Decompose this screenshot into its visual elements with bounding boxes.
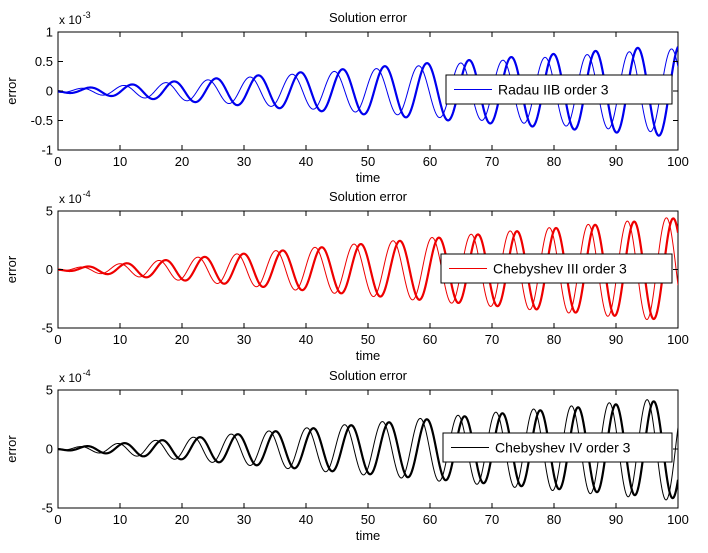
chart-title: Solution error: [329, 10, 408, 25]
series-group: [58, 399, 678, 501]
x-tick-label: 90: [609, 332, 623, 347]
x-tick-label: 80: [547, 154, 561, 169]
legend-label: Radau IIB order 3: [498, 82, 609, 98]
x-tick-label: 80: [547, 512, 561, 527]
x-tick-label: 90: [609, 154, 623, 169]
legend: Chebyshev III order 3: [440, 253, 673, 284]
x-tick-label: 70: [485, 154, 499, 169]
y-tick-label: -5: [41, 501, 53, 516]
legend: Chebyshev IV order 3: [442, 432, 673, 463]
x-tick-label: 60: [423, 154, 437, 169]
x-tick-label: 50: [361, 512, 375, 527]
y-axis-label: error: [4, 77, 19, 105]
legend-label: Chebyshev III order 3: [493, 261, 627, 277]
axis-exponent-base: x 10: [59, 192, 82, 206]
y-tick-label: -1: [41, 143, 53, 158]
x-axis-label: time: [356, 528, 381, 543]
y-tick-label: 0.5: [35, 54, 53, 69]
x-tick-label: 70: [485, 512, 499, 527]
x-tick-label: 100: [667, 332, 689, 347]
x-tick-label: 40: [299, 154, 313, 169]
x-axis-label: time: [356, 348, 381, 363]
x-tick-label: 30: [237, 332, 251, 347]
x-tick-label: 10: [113, 512, 127, 527]
y-tick-label: 1: [46, 25, 53, 40]
y-tick-label: 0: [46, 84, 53, 99]
axis-exponent: x 10-4: [59, 368, 91, 385]
y-axis-label: error: [4, 255, 19, 283]
x-tick-label: 50: [361, 332, 375, 347]
axis-exponent: x 10-3: [59, 10, 91, 27]
chart-panel-1: 0 10 20 30 40 50 60 70 80 90 100 -1 -0.5 0 0.5 1 Solutio…: [4, 10, 689, 185]
x-tick-label: 100: [667, 154, 689, 169]
axis-exponent: x 10-4: [59, 189, 91, 206]
x-tick-label: 40: [299, 332, 313, 347]
y-tick-label: -5: [41, 321, 53, 336]
axis-exponent-power: -4: [83, 368, 91, 378]
axis-exponent-base: x 10: [59, 371, 82, 385]
y-tick-label: 0: [46, 262, 53, 277]
legend-label: Chebyshev IV order 3: [495, 440, 631, 456]
x-tick-label: 70: [485, 332, 499, 347]
y-tick-label: 5: [46, 383, 53, 398]
legend: Radau IIB order 3: [445, 74, 673, 105]
y-axis-label: error: [4, 435, 19, 463]
x-tick-label: 10: [113, 332, 127, 347]
series-line-2: [58, 217, 678, 321]
series-group: [58, 217, 678, 321]
x-tick-label: 30: [237, 154, 251, 169]
x-tick-label: 0: [54, 154, 61, 169]
x-tick-label: 0: [54, 512, 61, 527]
x-tick-label: 60: [423, 332, 437, 347]
x-axis-label: time: [356, 170, 381, 185]
chart-title: Solution error: [329, 189, 408, 204]
series-line-1: [58, 46, 678, 137]
axis-exponent-power: -4: [83, 189, 91, 199]
x-tick-label: 60: [423, 512, 437, 527]
chart-title: Solution error: [329, 368, 408, 383]
y-tick-label: 5: [46, 204, 53, 219]
x-tick-label: 80: [547, 332, 561, 347]
x-tick-label: 50: [361, 154, 375, 169]
x-tick-label: 0: [54, 332, 61, 347]
x-tick-label: 100: [667, 512, 689, 527]
series-line-2: [58, 399, 678, 501]
series-line-1: [58, 217, 678, 321]
x-tick-label: 20: [175, 154, 189, 169]
axis-exponent-base: x 10: [59, 13, 82, 27]
x-tick-label: 40: [299, 512, 313, 527]
x-tick-label: 20: [175, 512, 189, 527]
y-tick-label: -0.5: [31, 113, 53, 128]
x-tick-label: 30: [237, 512, 251, 527]
y-tick-label: 0: [46, 442, 53, 457]
axis-exponent-power: -3: [83, 10, 91, 20]
x-tick-label: 90: [609, 512, 623, 527]
x-tick-label: 20: [175, 332, 189, 347]
x-tick-label: 10: [113, 154, 127, 169]
